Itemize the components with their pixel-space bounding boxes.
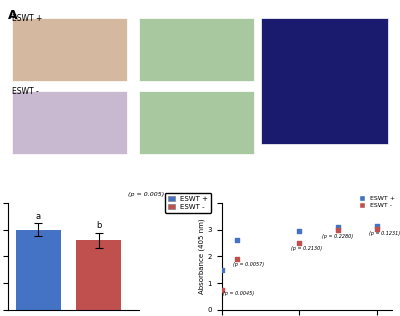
Text: (p = 0.2280): (p = 0.2280)	[322, 234, 354, 239]
Y-axis label: Absorbance (405 nm): Absorbance (405 nm)	[198, 219, 205, 294]
Point	[296, 229, 302, 234]
Bar	[76, 240, 121, 310]
FancyBboxPatch shape	[138, 91, 254, 154]
FancyBboxPatch shape	[262, 18, 388, 143]
FancyBboxPatch shape	[12, 91, 127, 154]
Text: (p = 0.005): (p = 0.005)	[128, 192, 164, 197]
Text: (p = 0.0045): (p = 0.0045)	[223, 291, 254, 296]
Legend: ESWT +, ESWT -: ESWT +, ESWT -	[357, 194, 397, 210]
Text: C: C	[184, 195, 194, 208]
Text: (p = 0.1231): (p = 0.1231)	[369, 231, 400, 236]
Legend: ESWT +, ESWT -: ESWT +, ESWT -	[165, 193, 211, 213]
Text: (p = 0.2130): (p = 0.2130)	[292, 246, 322, 251]
Point	[296, 240, 302, 246]
Point	[218, 267, 225, 272]
Text: a: a	[36, 212, 41, 221]
Bar	[16, 230, 61, 310]
Text: (p = 0.0057): (p = 0.0057)	[233, 262, 264, 267]
Point	[335, 227, 341, 232]
Point	[335, 225, 341, 230]
Text: b: b	[96, 222, 101, 230]
Point	[373, 223, 380, 228]
Text: ESWT -: ESWT -	[12, 87, 38, 96]
FancyBboxPatch shape	[138, 18, 254, 81]
FancyBboxPatch shape	[12, 18, 127, 81]
Point	[373, 226, 380, 231]
Text: ESWT +: ESWT +	[12, 14, 42, 23]
Point	[218, 287, 225, 292]
Text: A: A	[8, 9, 18, 22]
Point	[234, 257, 240, 262]
Point	[234, 238, 240, 243]
